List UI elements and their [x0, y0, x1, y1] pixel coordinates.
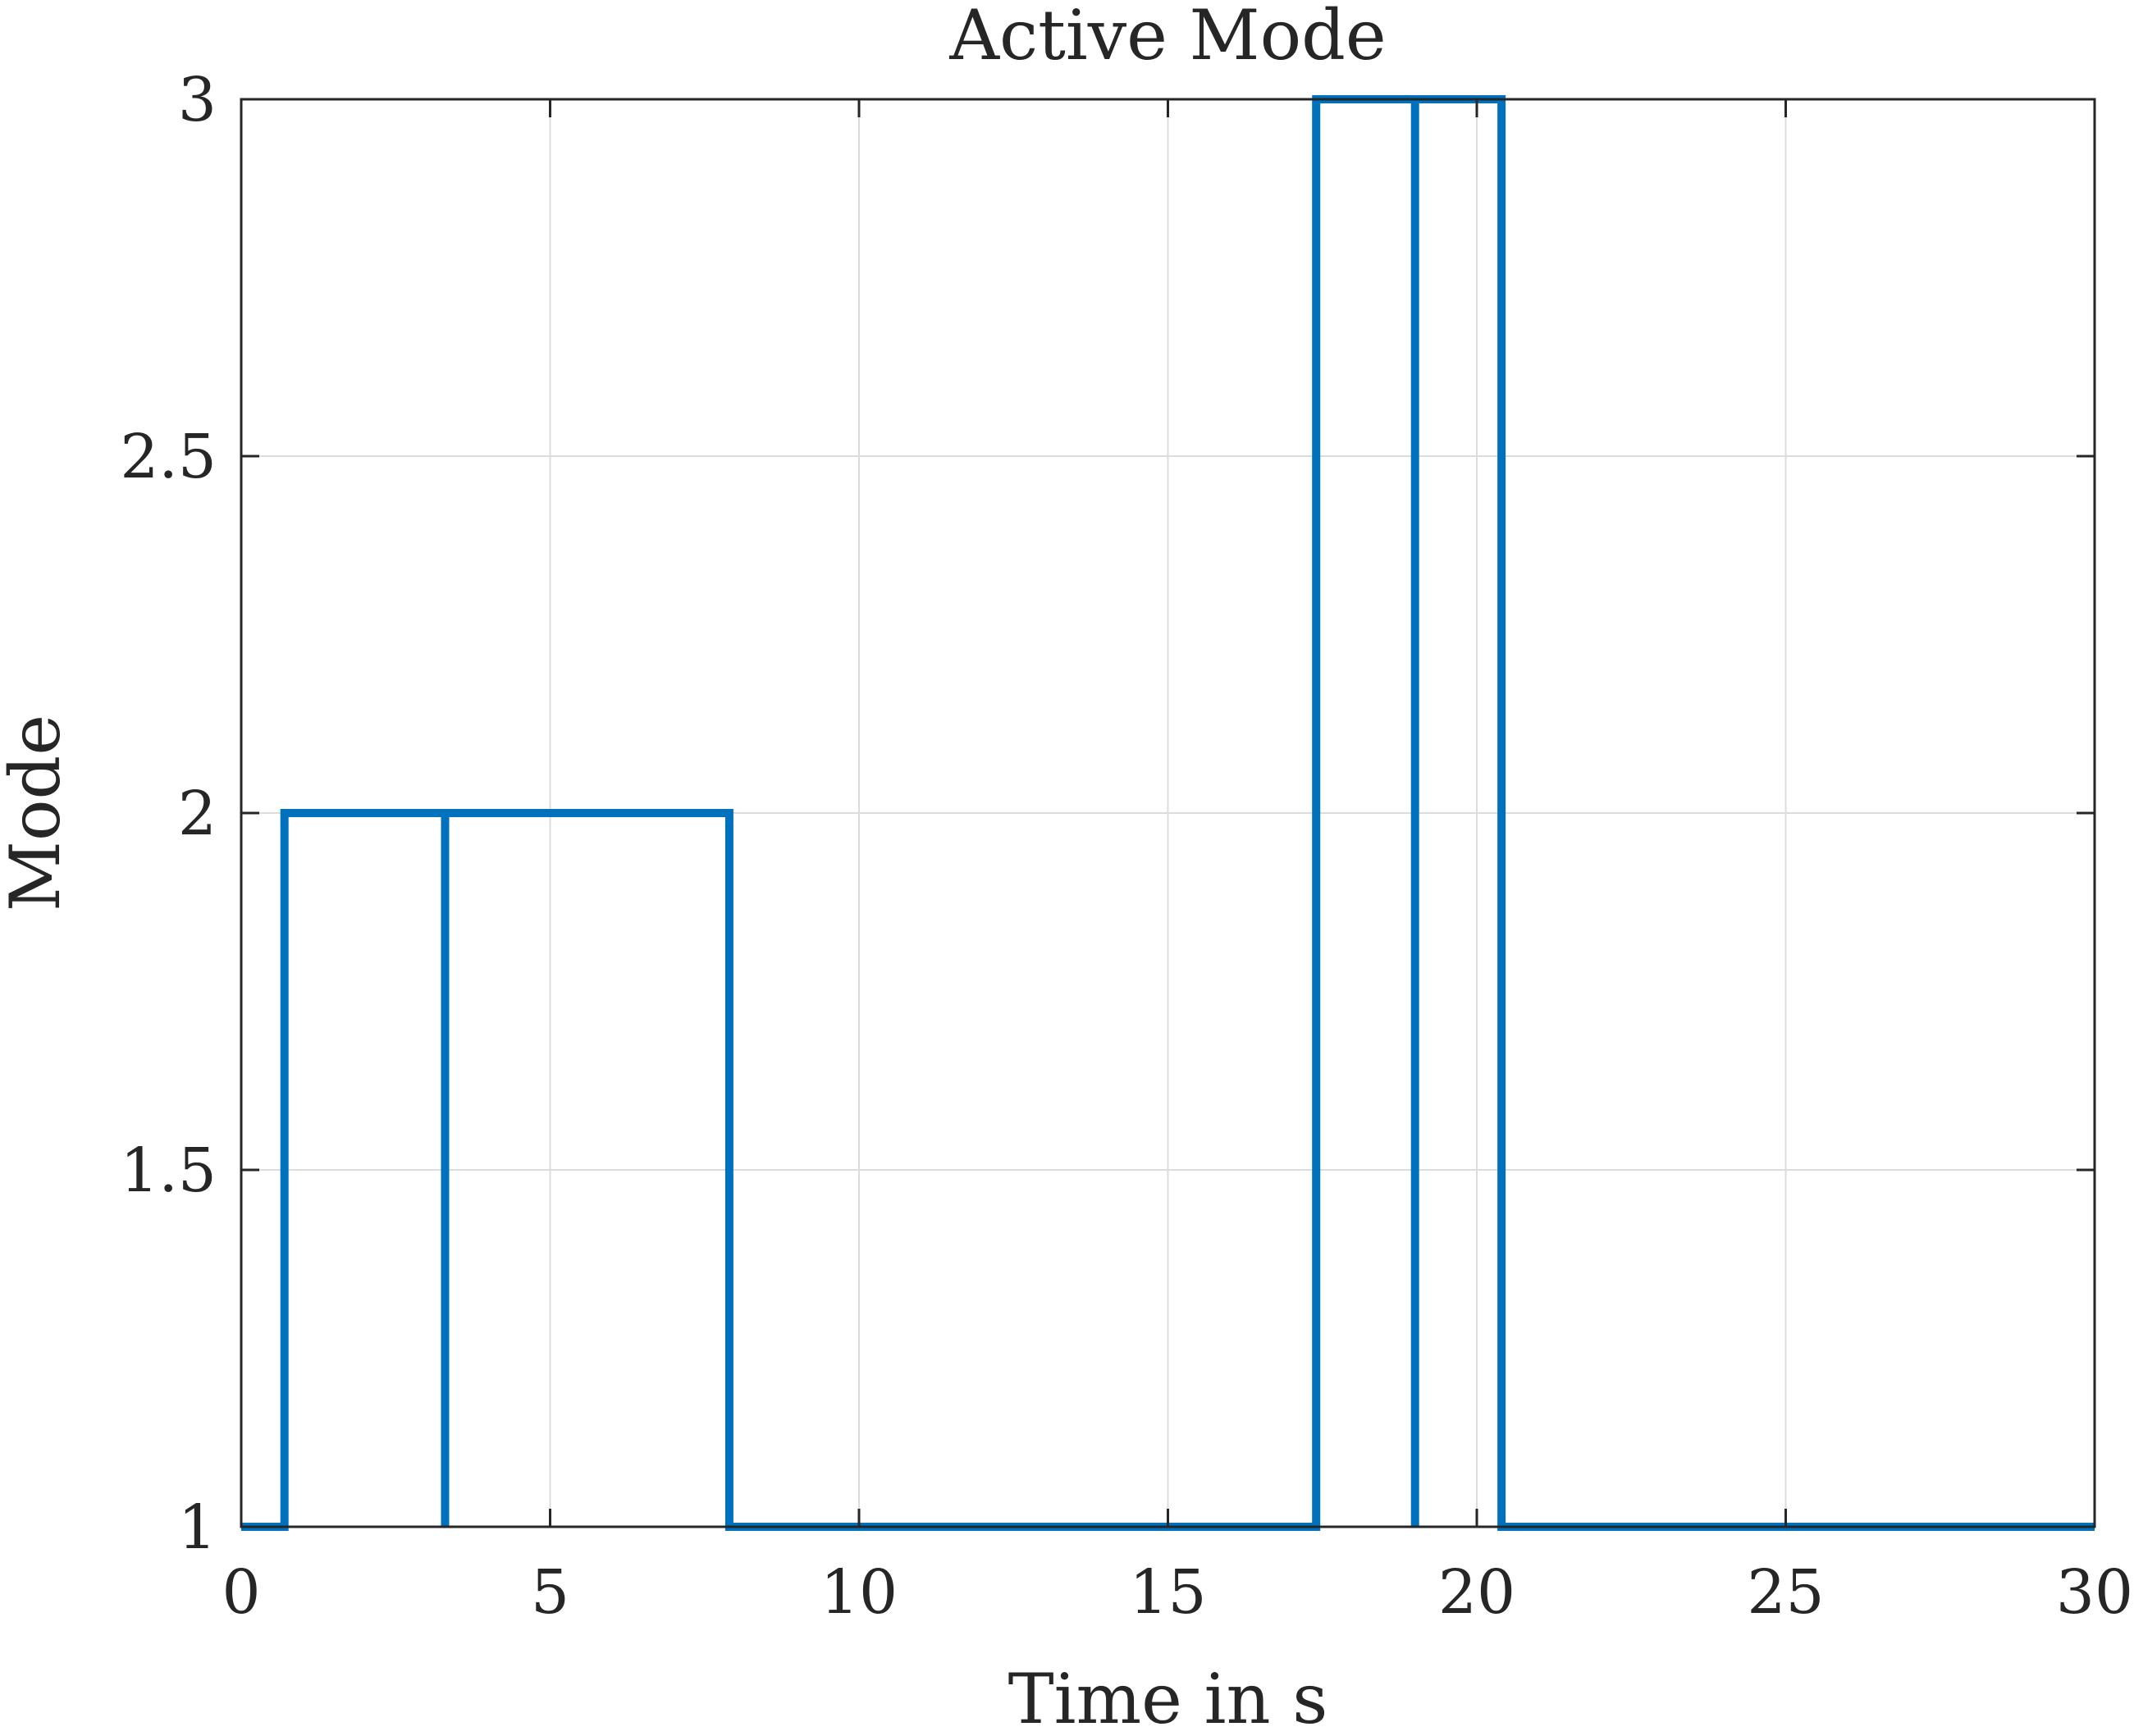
x-tick-label: 15 — [1129, 1557, 1206, 1628]
x-tick-label: 0 — [222, 1557, 260, 1628]
y-tick-label: 3 — [178, 65, 217, 135]
y-tick-label: 1 — [178, 1492, 217, 1563]
x-tick-label: 30 — [2056, 1557, 2133, 1628]
x-tick-label: 10 — [820, 1557, 898, 1628]
x-tick-label: 20 — [1438, 1557, 1515, 1628]
y-tick-label: 2.5 — [120, 422, 217, 492]
x-tick-label: 5 — [531, 1557, 569, 1628]
ticks — [240, 98, 2096, 1528]
y-tick-label: 1.5 — [120, 1135, 217, 1206]
tick-labels: 0 5 10 15 20 25 30 1 1.5 2 2.5 3 — [120, 65, 2133, 1628]
chart-title: Active Mode — [948, 0, 1386, 75]
y-axis-label: Mode — [0, 715, 75, 911]
y-tick-label: 2 — [178, 779, 217, 849]
x-axis-label: Time in s — [1008, 1659, 1328, 1732]
x-tick-label: 25 — [1747, 1557, 1824, 1628]
grid — [241, 99, 2095, 1527]
